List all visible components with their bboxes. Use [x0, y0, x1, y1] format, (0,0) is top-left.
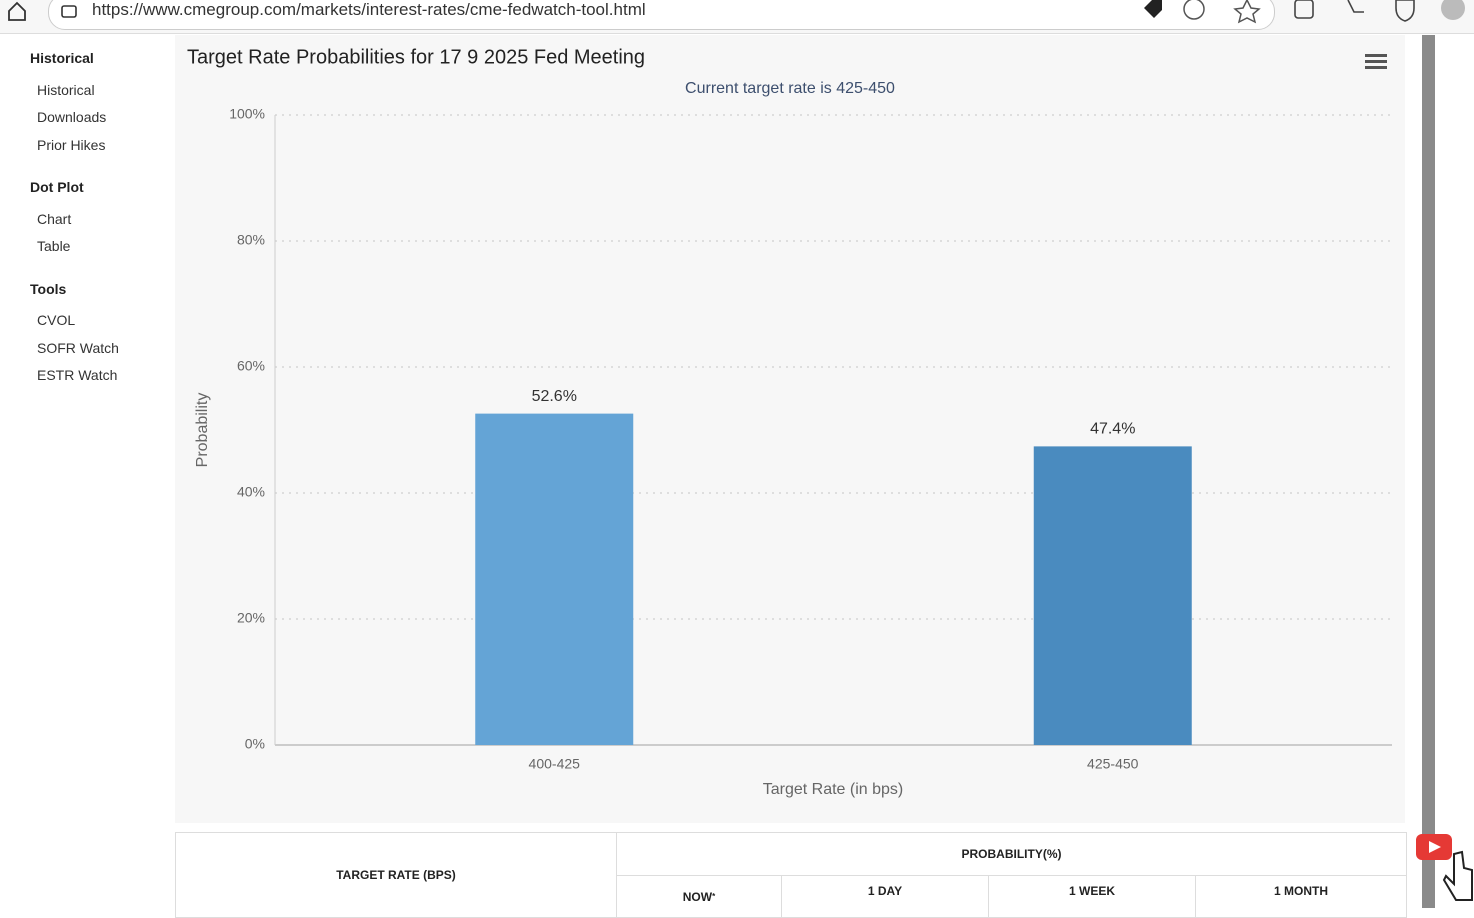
sidebar-heading: Dot Plot [30, 179, 84, 195]
sidebar-link[interactable]: ESTR Watch [37, 367, 118, 383]
chart: Target Rate Probabilities for 17 9 2025 … [175, 35, 1405, 823]
home-icon[interactable] [6, 0, 28, 22]
sidebar-heading: Tools [30, 281, 67, 297]
sidebar-link[interactable]: SOFR Watch [37, 340, 119, 356]
sidebar-heading: Historical [30, 50, 94, 66]
table-header: NOW * [616, 875, 782, 918]
chart-subtitle: Current target rate is 425-450 [685, 80, 895, 97]
sidebar-link[interactable]: CVOL [37, 312, 76, 328]
data-label: 52.6% [532, 388, 577, 405]
x-tick-label: 425-450 [1087, 756, 1139, 772]
y-tick-label: 0% [245, 736, 265, 752]
y-tick-label: 20% [237, 610, 265, 626]
footnote-mark: * [712, 892, 716, 901]
sidebar-link[interactable]: Table [37, 238, 71, 254]
y-tick-label: 100% [229, 106, 265, 122]
y-tick-label: 60% [237, 358, 265, 374]
overlay-cursor [1416, 834, 1473, 901]
y-tick-label: 80% [237, 232, 265, 248]
y-tick-label: 40% [237, 484, 265, 500]
chart-title: Target Rate Probabilities for 17 9 2025 … [187, 46, 645, 68]
table-header[interactable]: 1 WEEK [988, 875, 1196, 918]
y-axis-label: Probability [194, 393, 211, 468]
toolbar-icons [1144, 0, 1465, 24]
browser-toolbar: https://www.cmegroup.com/markets/interes… [0, 0, 1474, 34]
scrollbar[interactable] [1422, 35, 1435, 908]
table-header[interactable]: 1 MONTH [1195, 875, 1407, 918]
table-header[interactable]: 1 DAY [781, 875, 989, 918]
data-label: 47.4% [1090, 421, 1135, 438]
sidebar-link[interactable]: Historical [37, 82, 95, 98]
url-text[interactable]: https://www.cmegroup.com/markets/interes… [92, 0, 646, 19]
x-tick-label: 400-425 [529, 756, 581, 772]
chart-menu[interactable] [1365, 54, 1387, 69]
address-bar[interactable] [48, 0, 1275, 30]
table-header: NOW [682, 889, 713, 904]
lock-icon[interactable] [60, 0, 78, 20]
sidebar-link[interactable]: Prior Hikes [37, 137, 106, 153]
sidebar-link[interactable]: Chart [37, 211, 72, 227]
bar [1033, 446, 1192, 745]
bar [475, 413, 634, 745]
chart-background [175, 35, 1405, 823]
table-header: PROBABILITY(%) [616, 832, 1407, 876]
x-axis-label: Target Rate (in bps) [763, 781, 904, 798]
sidebar-link[interactable]: Downloads [37, 109, 107, 125]
table-header: TARGET RATE (BPS) [175, 832, 617, 918]
